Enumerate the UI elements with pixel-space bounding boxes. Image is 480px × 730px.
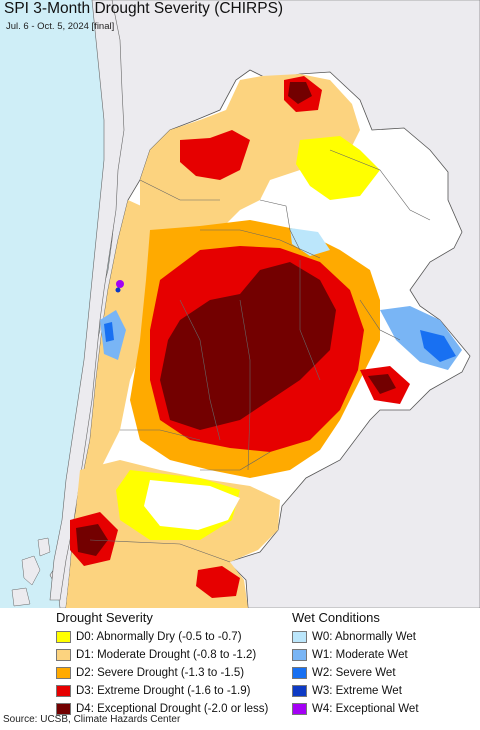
swatch-w1 — [292, 649, 307, 661]
drought-legend: Drought Severity D0: Abnormally Dry (-0.… — [56, 608, 268, 718]
swatch-w3 — [292, 685, 307, 697]
swatch-d3 — [56, 685, 71, 697]
legend-item-d1: D1: Moderate Drought (-0.8 to -1.2) — [56, 646, 268, 664]
map-panel: SPI 3-Month Drought Severity (CHIRPS) Ju… — [0, 0, 480, 608]
w2-north-east — [420, 330, 456, 362]
d0-north-east — [296, 136, 380, 200]
d3-south-coast — [196, 566, 240, 598]
wet-legend: Wet Conditions W0: Abnormally Wet W1: Mo… — [292, 608, 419, 718]
legend-label: W0: Abnormally Wet — [312, 631, 416, 643]
w2-west — [104, 322, 114, 342]
swatch-d0 — [56, 631, 71, 643]
d1-north — [140, 74, 360, 250]
swatch-w0 — [292, 631, 307, 643]
source-credit: Source: UCSB, Climate Hazards Center — [3, 714, 181, 725]
white-south-patch — [144, 480, 240, 530]
legend-item-d0: D0: Abnormally Dry (-0.5 to -0.7) — [56, 628, 268, 646]
legend-item-w3: W3: Extreme Wet — [292, 682, 419, 700]
legend-item-w2: W2: Severe Wet — [292, 664, 419, 682]
legend-label: D3: Extreme Drought (-1.6 to -1.9) — [76, 685, 251, 697]
legend-label: D2: Severe Drought (-1.3 to -1.5) — [76, 667, 245, 679]
fjord-islands — [11, 537, 51, 607]
legend-item-w1: W1: Moderate Wet — [292, 646, 419, 664]
legend-label: D1: Moderate Drought (-0.8 to -1.2) — [76, 649, 257, 661]
legend-item-d4: D4: Exceptional Drought (-2.0 or less) — [56, 700, 268, 718]
d4-east — [368, 374, 396, 394]
legend-item-d2: D2: Severe Drought (-1.3 to -1.5) — [56, 664, 268, 682]
legend-label: W3: Extreme Wet — [312, 685, 402, 697]
legend-label: D0: Abnormally Dry (-0.5 to -0.7) — [76, 631, 242, 643]
map-subtitle: Jul. 6 - Oct. 5, 2024 [final] — [6, 21, 115, 32]
legend-label: D4: Exceptional Drought (-2.0 or less) — [76, 703, 269, 715]
legend-label: W4: Exceptional Wet — [312, 703, 419, 715]
d4-north-east — [288, 82, 312, 104]
legend-item-w4: W4: Exceptional Wet — [292, 700, 419, 718]
drought-map — [0, 0, 480, 608]
w3-spot — [115, 287, 121, 293]
swatch-w2 — [292, 667, 307, 679]
w4-spot — [116, 280, 124, 288]
legend-label: W1: Moderate Wet — [312, 649, 408, 661]
swatch-d2 — [56, 667, 71, 679]
d3-north — [180, 130, 250, 180]
wet-legend-heading: Wet Conditions — [292, 610, 380, 625]
swatch-d1 — [56, 649, 71, 661]
legend-item-d3: D3: Extreme Drought (-1.6 to -1.9) — [56, 682, 268, 700]
swatch-d4 — [56, 703, 71, 715]
drought-legend-heading: Drought Severity — [56, 610, 153, 625]
d4-core — [160, 262, 336, 430]
chile-strip — [49, 0, 125, 601]
admin-boundaries — [89, 149, 431, 563]
legend: Drought Severity D0: Abnormally Dry (-0.… — [0, 608, 480, 715]
swatch-w4 — [292, 703, 307, 715]
legend-label: W2: Severe Wet — [312, 667, 396, 679]
map-title: SPI 3-Month Drought Severity (CHIRPS) — [4, 0, 284, 17]
legend-item-w0: W0: Abnormally Wet — [292, 628, 419, 646]
